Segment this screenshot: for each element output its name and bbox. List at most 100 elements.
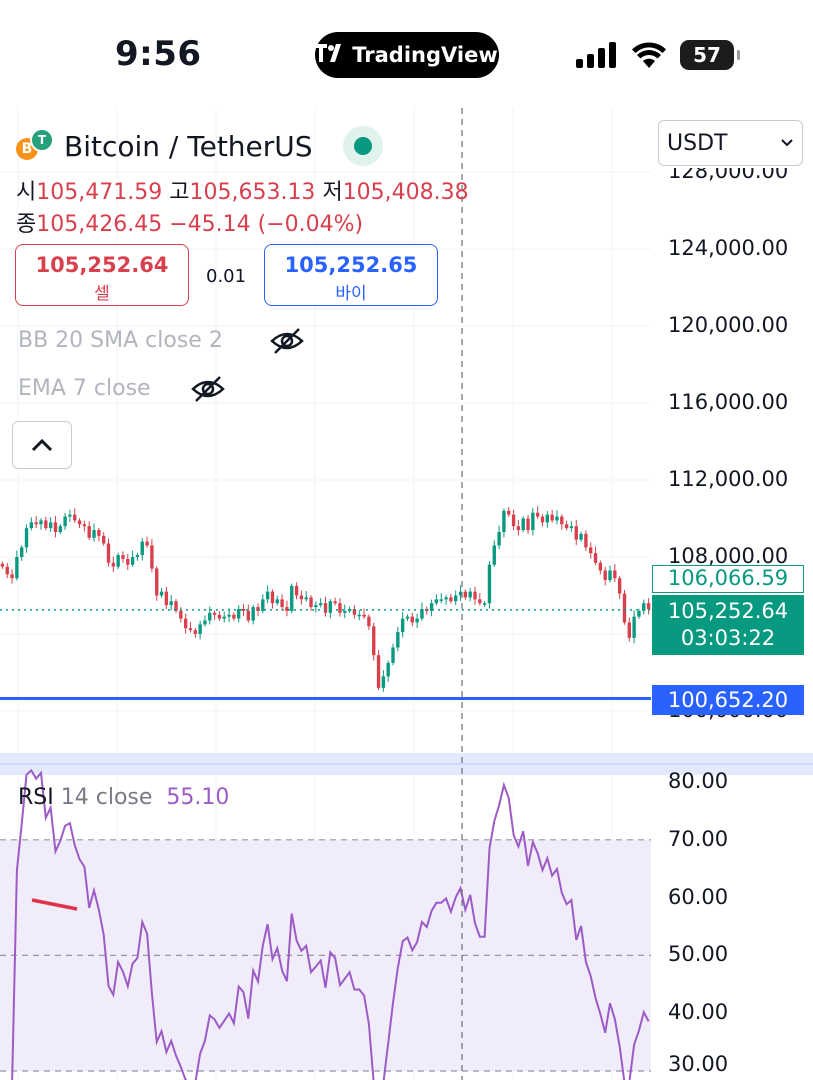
candle	[323, 603, 328, 613]
change-value: −45.14 (−0.04%)	[169, 212, 364, 237]
rsi-axis-label: 80.00	[668, 769, 729, 793]
candle	[593, 553, 598, 563]
candle	[328, 601, 333, 613]
price-axis-label: 112,000.00	[668, 467, 789, 491]
candle	[550, 514, 554, 521]
buy-button[interactable]: 105,252.65 바이	[264, 244, 438, 306]
candle	[265, 591, 270, 600]
candle	[299, 595, 304, 600]
candle	[642, 603, 646, 611]
candle	[589, 547, 593, 554]
candle	[487, 564, 492, 604]
candle	[39, 520, 43, 525]
tradingview-pill[interactable]: TradingView	[315, 32, 499, 78]
candle	[396, 632, 400, 648]
candle	[20, 547, 24, 557]
rsi-axis-label: 40.00	[668, 1000, 729, 1025]
candle	[434, 599, 439, 604]
candle	[24, 528, 29, 548]
battery-level: 57	[693, 43, 721, 67]
candle	[415, 618, 419, 623]
horizontal-line-tag[interactable]: 100,652.20	[652, 685, 804, 715]
rsi-legend[interactable]: RSI 14 close 55.10	[18, 785, 229, 810]
candle	[400, 618, 405, 633]
candle	[203, 620, 207, 625]
rsi-axis-label: 70.00	[668, 826, 729, 851]
candle	[126, 558, 130, 565]
candle	[497, 531, 501, 546]
candle	[68, 514, 72, 517]
candle	[386, 662, 390, 677]
current-price-tag: 105,252.64 03:03:22	[652, 595, 804, 655]
candle	[574, 526, 578, 540]
candle	[304, 597, 308, 600]
candle	[598, 562, 603, 571]
candle	[338, 603, 342, 613]
indicator-bb[interactable]: BB 20 SMA close 2	[18, 328, 223, 353]
candle	[140, 541, 144, 556]
candle	[531, 512, 535, 531]
candle	[473, 591, 477, 600]
price-axis-label: 116,000.00	[668, 390, 789, 414]
eye-hidden-icon[interactable]	[270, 326, 304, 360]
rsi-params: 14 close	[60, 785, 153, 810]
rsi-divergence-line	[31, 898, 78, 911]
high-value: 105,653.13	[189, 180, 316, 205]
candle	[637, 610, 641, 617]
candle	[521, 518, 525, 531]
symbol-name[interactable]: Bitcoin / TetherUS	[64, 129, 313, 163]
price-axis-label: 120,000.00	[668, 313, 789, 337]
candle	[280, 599, 284, 608]
candle	[270, 591, 275, 604]
buy-label: 바이	[335, 284, 367, 304]
candle	[130, 557, 135, 565]
chevron-up-icon	[31, 438, 53, 452]
candle	[15, 557, 19, 579]
candle	[502, 510, 506, 532]
price-axis-label: 108,000.00	[668, 544, 789, 568]
candle	[155, 568, 159, 596]
candle	[111, 562, 116, 567]
candle	[44, 520, 48, 529]
candle	[352, 608, 357, 615]
coin-icons: B T	[16, 128, 56, 164]
indicator-ema[interactable]: EMA 7 close	[18, 376, 151, 401]
rsi-line	[11, 768, 650, 1080]
open-label: 시	[16, 180, 37, 205]
candle	[511, 514, 516, 527]
rsi-axis-label: 30.00	[668, 1052, 729, 1076]
bar-countdown: 03:03:22	[680, 626, 776, 650]
candle	[584, 533, 588, 548]
candle	[410, 616, 414, 623]
candle	[159, 591, 164, 596]
candle	[391, 647, 395, 663]
candle	[58, 526, 62, 532]
eye-hidden-icon[interactable]	[191, 374, 225, 408]
candle	[367, 616, 371, 627]
candle	[608, 570, 612, 581]
candle	[507, 510, 511, 515]
candle	[333, 601, 337, 604]
candle	[555, 516, 559, 521]
candle	[92, 530, 96, 538]
candle	[405, 616, 410, 619]
candle	[198, 624, 202, 634]
rsi-axis-label: 60.00	[668, 884, 729, 909]
currency-select[interactable]: USDT	[658, 120, 803, 166]
sell-button[interactable]: 105,252.64 셀	[15, 244, 189, 306]
candle	[564, 524, 569, 529]
collapse-legend-button[interactable]	[12, 421, 72, 469]
candle	[193, 630, 197, 634]
candle	[318, 603, 323, 606]
current-price: 105,252.64	[667, 599, 789, 623]
battery-icon: 57	[680, 40, 740, 70]
candle	[10, 574, 14, 579]
candle	[535, 512, 540, 517]
signal-icon	[576, 42, 616, 68]
candle	[362, 614, 366, 617]
tether-icon: T	[30, 128, 54, 152]
candle	[560, 516, 564, 525]
candle	[309, 597, 313, 608]
wifi-icon	[632, 42, 666, 68]
symbol-header[interactable]: B T Bitcoin / TetherUS	[16, 126, 383, 166]
